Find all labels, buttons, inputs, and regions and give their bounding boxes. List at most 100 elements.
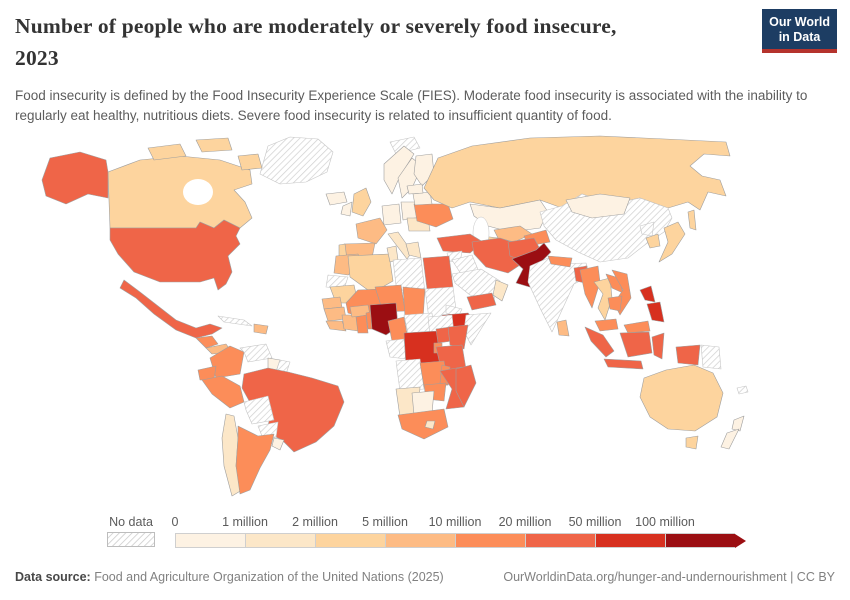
legend-arrow: [735, 533, 746, 548]
country-madagascar[interactable]: [455, 364, 477, 408]
country-alaska[interactable]: [41, 151, 109, 205]
country-lithuania[interactable]: [406, 183, 424, 195]
country-egypt[interactable]: [422, 255, 454, 290]
country-philippines-south[interactable]: [646, 301, 665, 323]
legend-color-bar: [175, 533, 746, 548]
data-source-label: Data source:: [15, 570, 91, 584]
country-indonesia-sulawesi[interactable]: [651, 332, 665, 360]
legend-bin-6[interactable]: [595, 533, 665, 548]
country-oman[interactable]: [492, 279, 509, 302]
country-philippines-north[interactable]: [639, 285, 656, 303]
country-lesotho[interactable]: [424, 420, 436, 430]
data-source-text: Food and Agriculture Organization of the…: [90, 570, 444, 584]
country-uzbekistan[interactable]: [493, 225, 533, 243]
hudson-bay: [183, 179, 213, 205]
legend-tick-6: 50 million: [568, 515, 622, 529]
country-indonesia-sumatra[interactable]: [584, 326, 615, 358]
country-guatemala[interactable]: [195, 335, 219, 349]
legend-tick-0: 0: [171, 515, 179, 529]
chart-subtitle: Food insecurity is defined by the Food I…: [15, 88, 808, 124]
legend-bin-4[interactable]: [455, 533, 525, 548]
country-belarus[interactable]: [412, 191, 433, 206]
country-new-caledonia[interactable]: [736, 385, 749, 395]
legend-bin-3[interactable]: [385, 533, 455, 548]
country-canada-island2[interactable]: [195, 137, 233, 153]
country-angola[interactable]: [395, 358, 425, 392]
country-argentina[interactable]: [235, 425, 275, 495]
country-sierra-leone[interactable]: [325, 320, 347, 332]
country-nepal[interactable]: [547, 255, 573, 268]
legend-tick-5: 20 million: [498, 515, 552, 529]
country-south-africa[interactable]: [397, 408, 449, 440]
no-data-swatch[interactable]: [107, 532, 155, 547]
legend-bin-5[interactable]: [525, 533, 595, 548]
logo-line1: Our World: [769, 15, 830, 29]
country-bolivia[interactable]: [243, 395, 275, 425]
country-greenland[interactable]: [259, 136, 334, 185]
country-united-kingdom[interactable]: [351, 187, 372, 217]
country-malaysia-borneo[interactable]: [623, 320, 651, 334]
country-papua-new-guinea[interactable]: [700, 344, 722, 370]
owid-logo[interactable]: Our World in Data: [762, 9, 837, 53]
country-canada-island3[interactable]: [237, 153, 263, 171]
country-new-zealand-north[interactable]: [731, 415, 745, 432]
legend-bin-0[interactable]: [175, 533, 245, 548]
title-line2: 2023: [15, 46, 59, 71]
world-map[interactable]: [0, 132, 850, 507]
title-line1: Number of people who are moderately or s…: [15, 14, 617, 38]
legend-tick-7: 100 million: [635, 515, 695, 529]
country-germany[interactable]: [381, 203, 402, 226]
country-venezuela[interactable]: [239, 343, 273, 363]
country-uruguay[interactable]: [271, 437, 285, 451]
country-myanmar[interactable]: [579, 265, 601, 309]
country-ghana[interactable]: [355, 314, 369, 334]
country-australia[interactable]: [639, 364, 724, 432]
country-ireland[interactable]: [340, 201, 353, 217]
chart-footer: Data source: Food and Agriculture Organi…: [15, 570, 835, 584]
country-somalia[interactable]: [463, 312, 492, 346]
legend-no-data[interactable]: No data: [107, 515, 155, 550]
legend-tick-labels: 0 1 million 2 million 5 million 10 milli…: [171, 515, 735, 532]
country-indonesia-java[interactable]: [603, 358, 644, 370]
legend-bar: 0 1 million 2 million 5 million 10 milli…: [171, 515, 746, 548]
country-haiti[interactable]: [253, 323, 269, 335]
legend-tick-2: 2 million: [292, 515, 338, 529]
country-south-korea[interactable]: [645, 233, 661, 249]
country-canada-island1[interactable]: [147, 143, 187, 161]
country-ivory-coast[interactable]: [341, 314, 359, 332]
legend-tick-1: 1 million: [222, 515, 268, 529]
country-united-states[interactable]: [109, 219, 241, 291]
country-canada[interactable]: [107, 155, 253, 229]
country-cuba[interactable]: [217, 315, 253, 327]
country-kenya[interactable]: [447, 324, 469, 350]
no-data-label: No data: [109, 515, 153, 529]
country-mongolia[interactable]: [565, 193, 631, 219]
data-source-line: Data source: Food and Agriculture Organi…: [15, 570, 444, 584]
logo-line2: in Data: [778, 30, 821, 44]
country-france[interactable]: [355, 217, 388, 245]
legend-bin-1[interactable]: [245, 533, 315, 548]
country-malaysia[interactable]: [594, 318, 619, 332]
country-japan[interactable]: [658, 221, 686, 263]
country-sri-lanka[interactable]: [556, 319, 570, 337]
country-russia-sakhalin[interactable]: [687, 209, 697, 231]
country-yemen[interactable]: [466, 292, 497, 311]
country-indonesia-papua[interactable]: [675, 344, 701, 366]
country-congo[interactable]: [385, 338, 407, 360]
owid-link[interactable]: OurWorldinData.org/hunger-and-undernouri…: [503, 570, 835, 584]
map-legend: No data 0 1 million 2 million 5 million …: [0, 515, 850, 551]
country-iceland[interactable]: [325, 191, 348, 206]
country-svalbard[interactable]: [389, 136, 421, 155]
country-tasmania[interactable]: [685, 435, 699, 450]
legend-tick-4: 10 million: [428, 515, 482, 529]
legend-bin-2[interactable]: [315, 533, 385, 548]
country-italy[interactable]: [387, 231, 413, 260]
legend-tick-3: 5 million: [362, 515, 408, 529]
legend-bin-7[interactable]: [665, 533, 735, 548]
country-peru[interactable]: [201, 375, 245, 409]
country-indonesia-kalimantan[interactable]: [619, 331, 653, 358]
country-cambodia[interactable]: [607, 295, 623, 312]
country-mexico[interactable]: [119, 279, 223, 339]
country-new-zealand-south[interactable]: [720, 428, 740, 450]
